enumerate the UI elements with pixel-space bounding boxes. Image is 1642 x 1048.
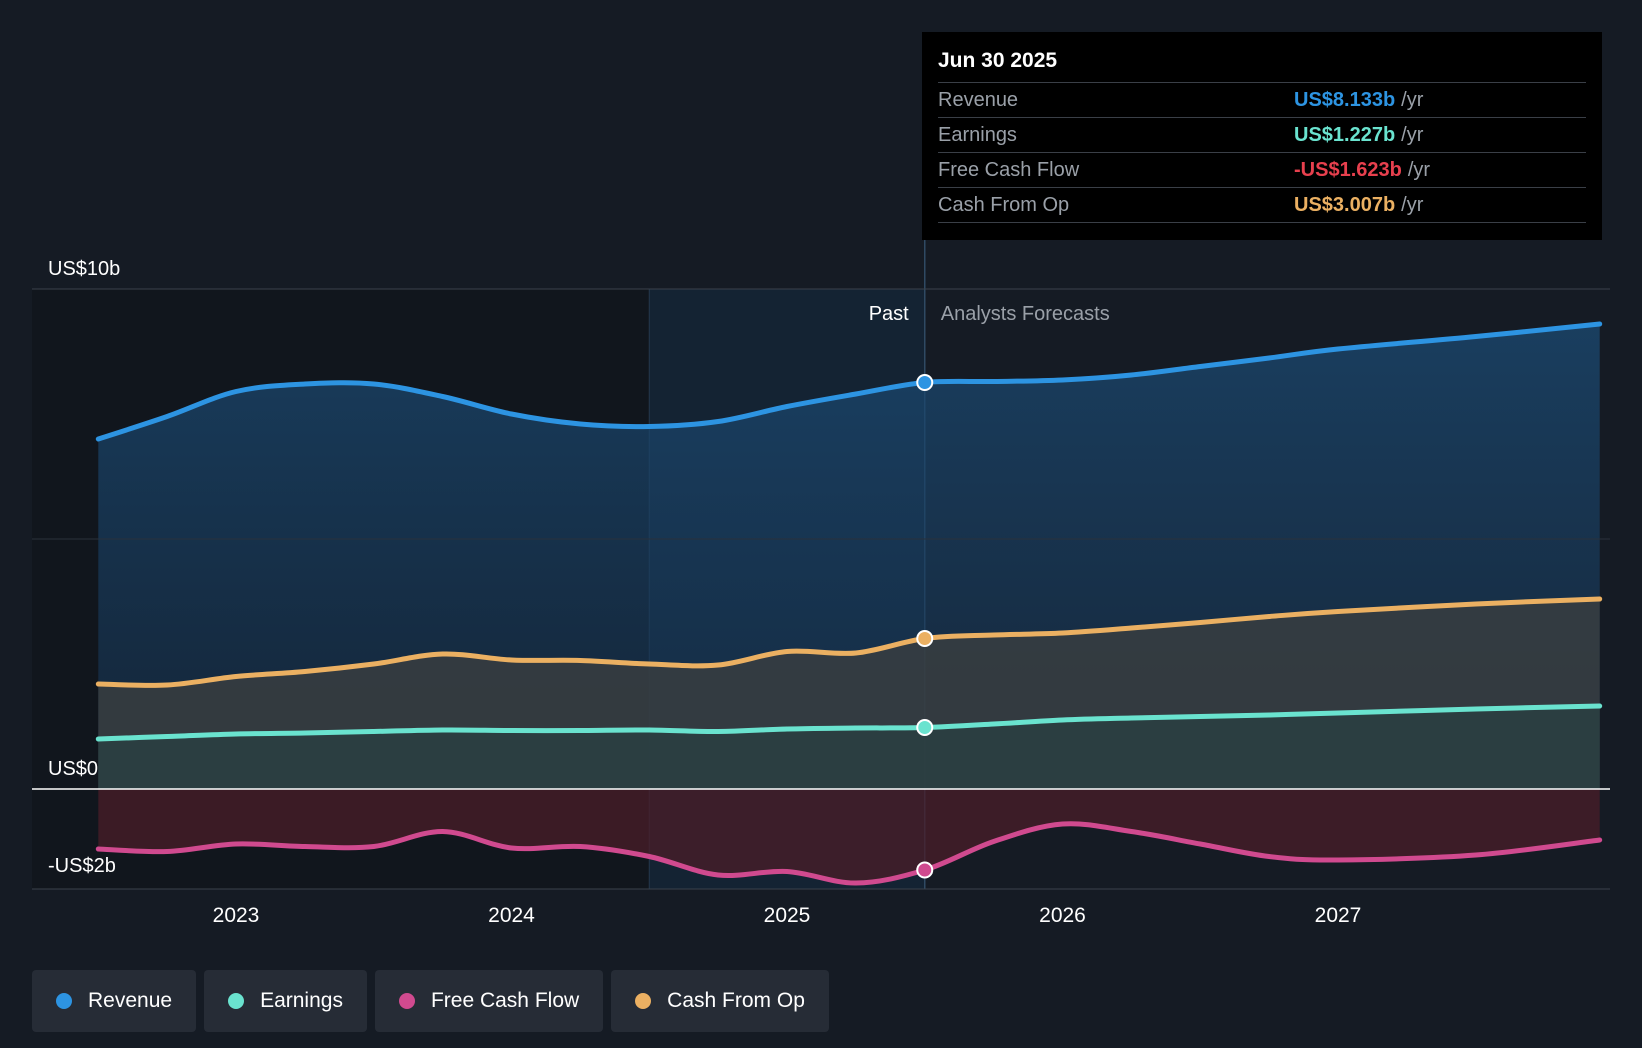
legend-label: Free Cash Flow — [430, 989, 580, 1012]
tooltip-value: -US$1.623b — [1294, 159, 1402, 181]
y-axis-label: -US$2b — [48, 855, 116, 877]
tooltip-label: Earnings — [938, 124, 1017, 146]
legend-dot-icon — [228, 993, 245, 1009]
x-axis-tick-label: 2025 — [764, 904, 811, 927]
tooltip-value: US$1.227b — [1294, 124, 1396, 146]
legend-dot-icon — [398, 993, 415, 1009]
tooltip-date: Jun 30 2025 — [938, 46, 1586, 83]
earnings-area — [98, 706, 1600, 789]
tooltip-row-cash-from-op: Cash From Op US$3.007b /yr — [938, 188, 1586, 223]
legend-label: Cash From Op — [667, 989, 805, 1012]
tooltip-label: Revenue — [938, 89, 1019, 111]
tooltip-label: Free Cash Flow — [938, 159, 1080, 181]
tooltip-row-earnings: Earnings US$1.227b /yr — [938, 118, 1586, 153]
tooltip-unit: /yr — [1401, 89, 1424, 111]
y-axis-label: US$0 — [48, 758, 98, 780]
free-cash-flow-area — [98, 789, 1600, 884]
forecast-label: Analysts Forecasts — [941, 303, 1110, 325]
legend-dot-icon — [56, 993, 72, 1009]
x-axis-tick-label: 2024 — [488, 904, 535, 927]
y-axis-label: US$10b — [48, 258, 120, 280]
tooltip-value: US$3.007b — [1294, 194, 1396, 216]
legend: Revenue Earnings Free Cash Flow Cash Fro… — [32, 970, 829, 1032]
legend-item-free-cash-flow[interactable]: Free Cash Flow — [374, 970, 604, 1032]
legend-item-earnings[interactable]: Earnings — [204, 970, 367, 1032]
tooltip-label: Cash From Op — [938, 194, 1070, 216]
tooltip-unit: /yr — [1407, 159, 1431, 181]
tooltip-unit: /yr — [1401, 194, 1424, 216]
revenue-marker — [916, 374, 934, 391]
legend-item-revenue[interactable]: Revenue — [32, 970, 197, 1032]
past-label: Past — [869, 303, 909, 325]
legend-label: Earnings — [260, 989, 343, 1012]
earnings-line — [95, 703, 1603, 742]
free-cash-flow-line — [95, 821, 1603, 886]
legend-dot-icon — [635, 993, 652, 1009]
tooltip-row-free-cash-flow: Free Cash Flow -US$1.623b /yr — [938, 153, 1586, 188]
free-cash-flow-marker — [916, 861, 934, 879]
x-axis-tick-label: 2027 — [1315, 904, 1362, 927]
tooltip: Jun 30 2025 Revenue US$8.133b /yr Earnin… — [922, 32, 1602, 240]
x-axis-tick-label: 2026 — [1039, 904, 1086, 927]
cash-from-op-line — [95, 596, 1603, 688]
legend-label: Revenue — [88, 989, 173, 1012]
tooltip-unit: /yr — [1401, 124, 1424, 146]
legend-item-cash-from-op[interactable]: Cash From Op — [611, 970, 829, 1032]
revenue-line — [95, 321, 1603, 442]
tooltip-row-revenue: Revenue US$8.133b /yr — [938, 83, 1586, 118]
tooltip-value: US$8.133b — [1294, 89, 1396, 111]
earnings-marker — [916, 719, 934, 736]
x-axis-tick-label: 2023 — [213, 904, 260, 927]
cash-from-op-marker — [916, 630, 934, 647]
